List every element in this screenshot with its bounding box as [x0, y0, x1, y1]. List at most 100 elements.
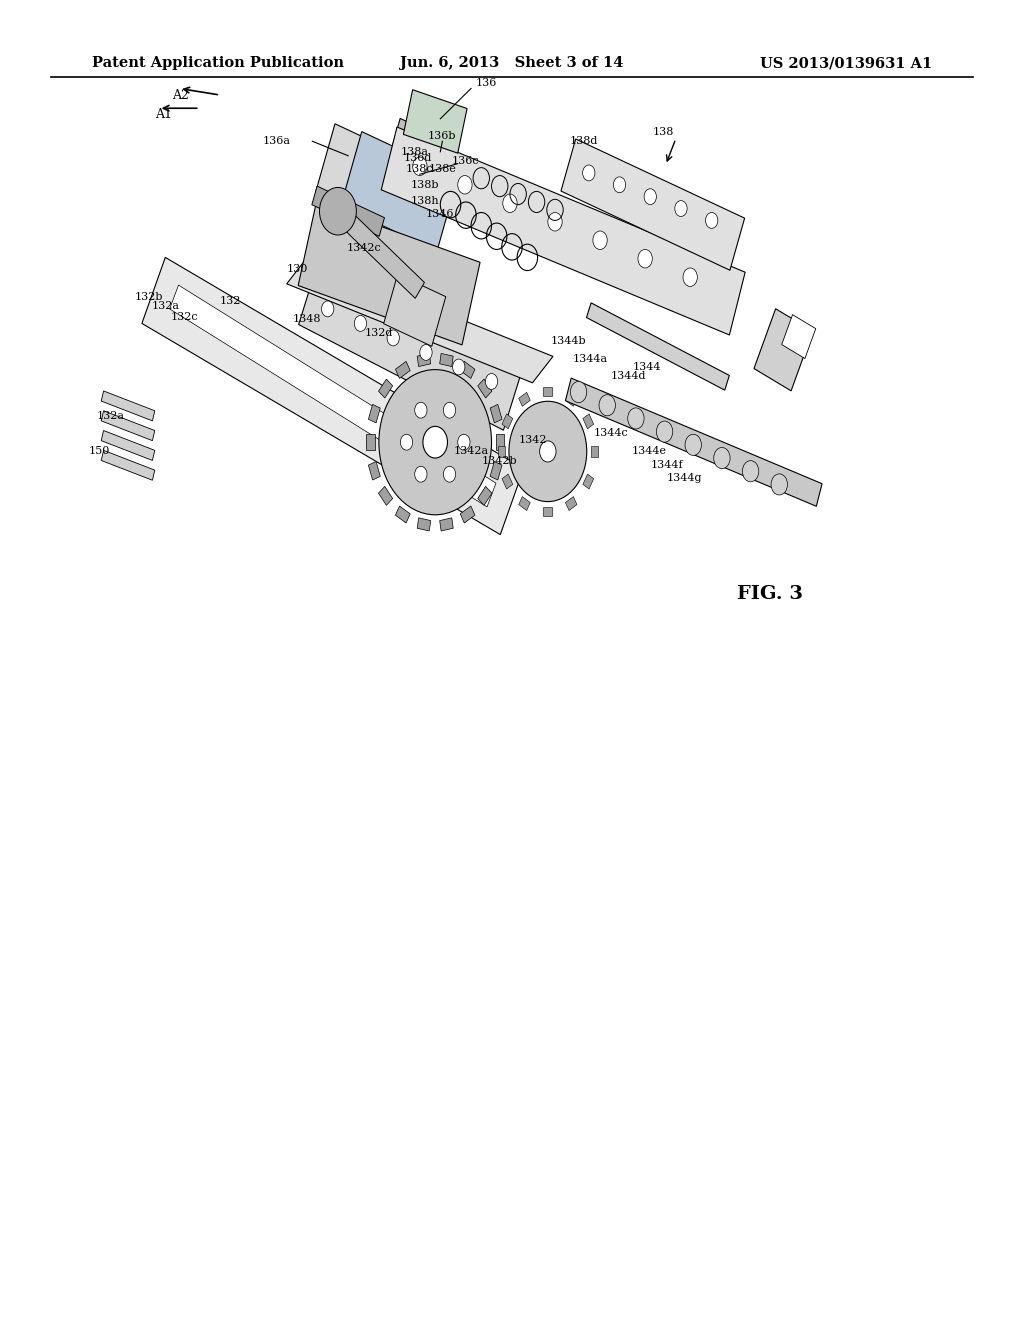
Polygon shape [101, 391, 155, 421]
Polygon shape [498, 446, 505, 457]
Polygon shape [583, 474, 594, 488]
Polygon shape [583, 414, 594, 429]
Text: 136c: 136c [453, 156, 479, 166]
Polygon shape [519, 496, 530, 511]
Text: 132c: 132c [171, 312, 198, 322]
Text: 138: 138 [653, 127, 674, 137]
Circle shape [503, 194, 517, 213]
Text: 1344: 1344 [633, 362, 662, 372]
Text: 1344c: 1344c [594, 428, 629, 438]
Polygon shape [781, 314, 816, 359]
Text: 132d: 132d [365, 327, 393, 338]
Polygon shape [384, 275, 445, 346]
Polygon shape [142, 257, 523, 535]
Polygon shape [502, 414, 513, 429]
Circle shape [458, 176, 472, 194]
Text: 1348: 1348 [293, 314, 322, 325]
Polygon shape [391, 119, 449, 172]
Polygon shape [417, 354, 431, 367]
Text: 1344e: 1344e [632, 446, 667, 457]
Polygon shape [544, 387, 553, 396]
Circle shape [319, 187, 356, 235]
Polygon shape [369, 404, 380, 422]
Polygon shape [341, 132, 458, 251]
Circle shape [458, 434, 470, 450]
Text: Jun. 6, 2013   Sheet 3 of 14: Jun. 6, 2013 Sheet 3 of 14 [400, 57, 624, 70]
Circle shape [548, 213, 562, 231]
Circle shape [415, 466, 427, 482]
Polygon shape [490, 462, 502, 480]
Circle shape [675, 201, 687, 216]
Polygon shape [101, 411, 155, 441]
Polygon shape [381, 127, 745, 335]
Circle shape [685, 434, 701, 455]
Polygon shape [299, 269, 520, 430]
Polygon shape [490, 404, 502, 422]
Polygon shape [170, 285, 496, 507]
Circle shape [485, 374, 498, 389]
Polygon shape [460, 362, 475, 379]
Circle shape [570, 381, 587, 403]
Text: 136: 136 [476, 78, 497, 88]
Polygon shape [395, 362, 411, 379]
Text: A1: A1 [155, 108, 172, 121]
Text: A2: A2 [173, 88, 189, 102]
Circle shape [387, 330, 399, 346]
Polygon shape [460, 506, 475, 523]
Circle shape [593, 231, 607, 249]
Circle shape [400, 434, 413, 450]
Polygon shape [565, 378, 822, 507]
Text: 136d: 136d [403, 153, 432, 164]
Text: 1344f: 1344f [650, 459, 683, 470]
Text: 138h: 138h [411, 195, 439, 206]
Polygon shape [379, 486, 392, 506]
Polygon shape [287, 257, 553, 383]
Circle shape [453, 359, 465, 375]
Polygon shape [439, 517, 454, 531]
Text: 138c: 138c [407, 164, 433, 174]
Text: 1342a: 1342a [454, 446, 488, 457]
Polygon shape [395, 506, 411, 523]
Text: 132: 132 [220, 296, 241, 306]
Text: 132a: 132a [152, 301, 180, 312]
Text: 1346: 1346 [426, 209, 455, 219]
Circle shape [354, 315, 367, 331]
Text: 1342: 1342 [518, 434, 547, 445]
Polygon shape [439, 354, 454, 367]
Circle shape [379, 370, 492, 515]
Circle shape [706, 213, 718, 228]
Circle shape [423, 426, 447, 458]
Text: FIG. 3: FIG. 3 [737, 585, 803, 603]
Polygon shape [334, 203, 424, 298]
Text: 1344g: 1344g [667, 473, 701, 483]
Text: 132a: 132a [96, 411, 125, 421]
Text: 136b: 136b [428, 131, 457, 141]
Text: 1344a: 1344a [572, 354, 607, 364]
Polygon shape [754, 309, 813, 391]
Circle shape [443, 466, 456, 482]
Circle shape [540, 441, 556, 462]
Polygon shape [591, 446, 598, 457]
Circle shape [714, 447, 730, 469]
Text: 136a: 136a [262, 136, 291, 147]
Circle shape [443, 403, 456, 418]
Text: 132b: 132b [134, 292, 163, 302]
Polygon shape [101, 430, 155, 461]
Circle shape [583, 165, 595, 181]
Circle shape [509, 401, 587, 502]
Text: Patent Application Publication: Patent Application Publication [92, 57, 344, 70]
Polygon shape [315, 124, 422, 232]
Polygon shape [502, 474, 513, 488]
Polygon shape [403, 90, 467, 153]
Circle shape [683, 268, 697, 286]
Circle shape [415, 403, 427, 418]
Polygon shape [496, 434, 504, 450]
Text: 138d: 138d [569, 136, 598, 147]
Circle shape [771, 474, 787, 495]
Polygon shape [587, 302, 729, 391]
Polygon shape [298, 203, 480, 345]
Polygon shape [478, 486, 492, 506]
Text: 1344d: 1344d [611, 371, 646, 381]
Circle shape [413, 157, 427, 176]
Polygon shape [478, 379, 492, 399]
